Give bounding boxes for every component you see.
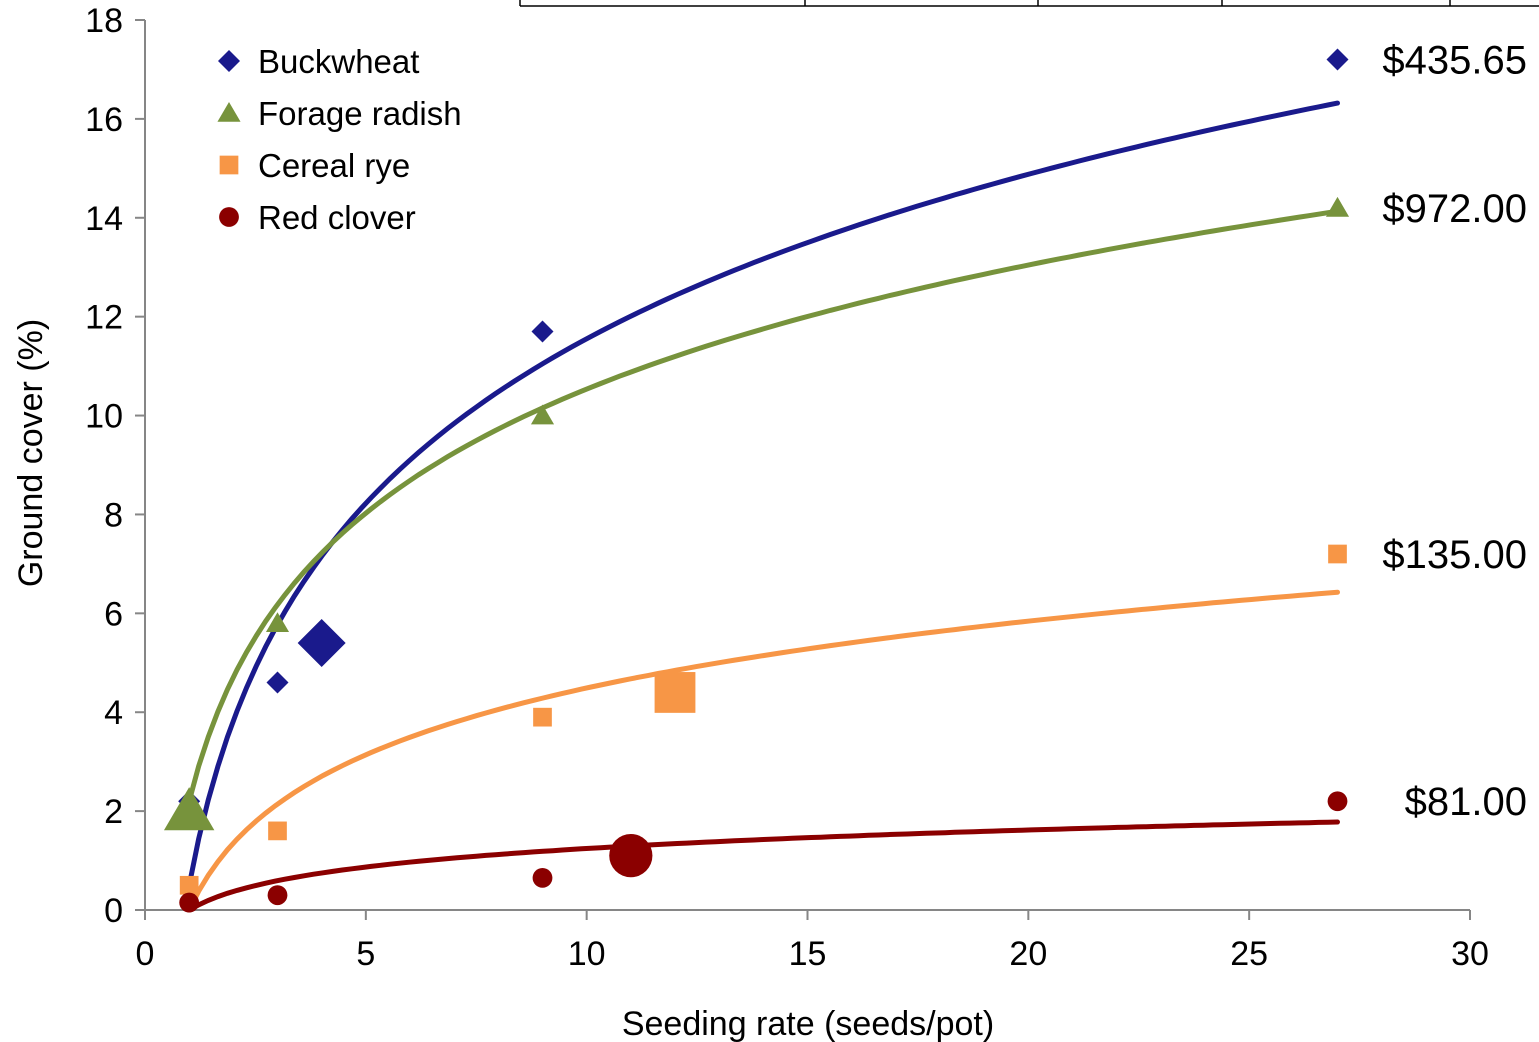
forage-radish-legend-marker [217, 102, 241, 122]
cereal-rye-point [533, 707, 552, 727]
red-clover-point [267, 885, 288, 906]
red-clover-highlight-point [609, 834, 653, 878]
buckwheat-price-label: $435.65 [1382, 39, 1527, 83]
y-tick-label: 18 [85, 2, 123, 40]
cereal-rye-point [1328, 544, 1347, 564]
forage-radish-point [1325, 196, 1350, 217]
x-tick-label: 10 [568, 935, 606, 973]
buckwheat-highlight-point [297, 619, 346, 667]
buckwheat-point [266, 671, 289, 694]
cereal-rye-highlight-point [654, 672, 696, 713]
y-tick-label: 0 [104, 892, 123, 930]
trendlines [186, 100, 1340, 913]
x-tick-label: 0 [136, 935, 155, 973]
buckwheat-point [1326, 48, 1349, 71]
x-tick-label: 15 [789, 935, 827, 973]
x-tick-label: 30 [1451, 935, 1489, 973]
cereal-rye-legend-marker [219, 155, 239, 175]
y-tick-label: 4 [104, 694, 123, 732]
x-axis-title: Seeding rate (seeds/pot) [622, 1005, 994, 1042]
x-tick-label: 20 [1009, 935, 1047, 973]
cropped-table-edge [519, 0, 1539, 7]
cereal-rye-trendline [186, 589, 1340, 913]
forage-radish-highlight-point [163, 787, 215, 831]
y-axis-ticks: 0 2 4 6 8 10 12 14 16 18 [85, 2, 145, 930]
x-tick-label: 25 [1230, 935, 1268, 973]
red-clover-legend-label: Red clover [258, 199, 416, 236]
y-tick-label: 12 [85, 299, 123, 337]
red-clover-trendline [186, 819, 1340, 913]
red-clover-legend-marker [219, 207, 239, 227]
y-tick-label: 14 [85, 200, 123, 238]
red-clover-price-label: $81.00 [1405, 780, 1527, 824]
buckwheat-trendline [186, 100, 1340, 888]
cereal-rye-point [179, 875, 199, 895]
cereal-rye-legend-label: Cereal rye [258, 147, 410, 184]
buckwheat-point [531, 320, 554, 343]
buckwheat-legend-marker [218, 50, 240, 72]
cereal-rye-price-label: $135.00 [1382, 533, 1527, 577]
y-tick-label: 6 [104, 595, 123, 633]
cereal-rye-point [268, 821, 287, 841]
y-axis-title: Ground cover (%) [12, 319, 50, 587]
red-clover-point [179, 892, 200, 913]
forage-radish-legend-label: Forage radish [258, 95, 462, 132]
x-tick-label: 5 [356, 935, 375, 973]
price-labels: $435.65 $972.00 $135.00 $81.00 [1382, 39, 1527, 825]
x-axis-ticks: 0 5 10 15 20 25 30 [136, 910, 1489, 973]
y-tick-label: 8 [104, 496, 123, 534]
y-tick-label: 2 [104, 793, 123, 831]
forage-radish-point [265, 612, 290, 633]
forage-radish-trendline [186, 208, 1340, 804]
forage-radish-point [530, 404, 555, 425]
legend: Buckwheat Forage radish Cereal rye Red clov… [217, 43, 462, 236]
y-tick-label: 16 [85, 101, 123, 139]
forage-radish-price-label: $972.00 [1382, 187, 1527, 231]
red-clover-point [1327, 791, 1348, 812]
y-tick-label: 10 [85, 398, 123, 436]
data-markers [163, 48, 1350, 913]
buckwheat-legend-label: Buckwheat [258, 43, 419, 80]
red-clover-point [532, 867, 553, 888]
